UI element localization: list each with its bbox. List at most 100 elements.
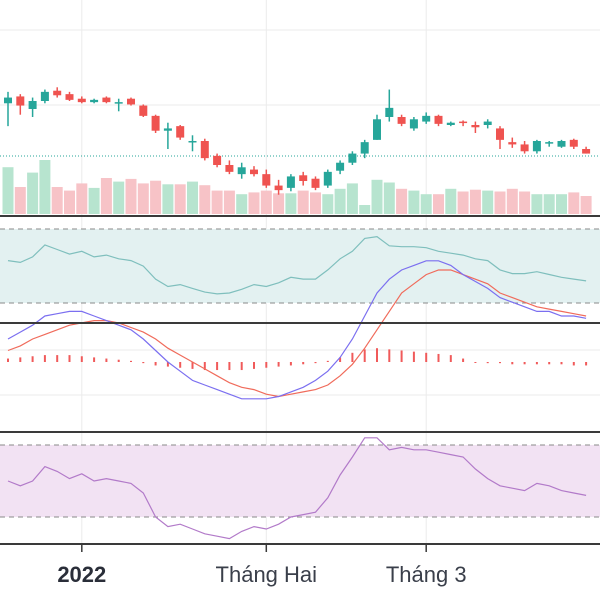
macd-signal-line	[7, 269, 587, 398]
stoch-band	[0, 445, 600, 517]
candle-body-25	[311, 178, 320, 188]
candle-body-33	[409, 119, 418, 129]
candle-body-15	[188, 141, 197, 143]
candle-body-26	[323, 171, 332, 186]
volume-bar-45	[556, 194, 567, 214]
candle-body-24	[299, 175, 308, 181]
volume-bar-34	[420, 194, 432, 214]
volume-bar-33	[408, 190, 420, 214]
candle-body-1	[16, 96, 25, 106]
volume-bar-37	[457, 191, 469, 214]
volume-bar-4	[51, 187, 63, 214]
volume-bar-12	[150, 180, 162, 214]
candle-body-31	[385, 107, 394, 117]
volume-bar-11	[137, 183, 149, 214]
volume-bar-13	[162, 184, 174, 214]
volume-bar-16	[199, 185, 211, 214]
volume-bar-38	[469, 189, 481, 214]
volume-bar-10	[125, 178, 137, 214]
volume-bar-27	[334, 188, 346, 214]
candle-body-5	[65, 94, 74, 100]
candle-body-13	[163, 128, 172, 131]
volume-bar-20	[248, 192, 260, 214]
rsi-pane	[0, 228, 600, 304]
volume-bar-47	[580, 196, 592, 214]
candle-body-42	[520, 144, 529, 152]
candle-body-3	[40, 91, 49, 101]
candle-body-34	[422, 115, 431, 122]
candle-body-37	[459, 121, 468, 124]
volume-bar-15	[187, 181, 198, 214]
candle-body-19	[237, 167, 246, 175]
candle-body-32	[397, 117, 406, 124]
volume-bar-0	[2, 167, 14, 214]
candle-body-28	[348, 153, 357, 163]
x-tick-label-2: Tháng 3	[386, 562, 467, 587]
volume-bar-24	[297, 190, 309, 214]
volume-bar-18	[223, 190, 235, 214]
volume-bar-21	[260, 190, 272, 214]
candle-body-27	[336, 162, 345, 171]
volume-bar-7	[88, 187, 100, 214]
stoch-pane	[0, 437, 600, 540]
volume-bar-6	[76, 183, 88, 214]
candle-body-29	[360, 142, 369, 154]
stoch-line	[7, 437, 587, 540]
volume-bar-19	[236, 194, 248, 214]
volume-bar-32	[396, 188, 408, 214]
x-tick-label-1: Tháng Hai	[216, 562, 318, 587]
candle-body-39	[483, 121, 492, 125]
price-pane	[0, 87, 600, 214]
volume-bar-29	[359, 205, 371, 214]
candle-body-21	[262, 174, 271, 186]
volume-bar-30	[371, 179, 383, 214]
candle-body-35	[434, 115, 443, 124]
pane-separators	[0, 215, 600, 545]
candle-body-12	[151, 115, 160, 131]
volume-bar-9	[113, 181, 125, 214]
candle-body-10	[127, 98, 135, 105]
volume-bar-5	[64, 190, 75, 214]
volume-bar-28	[346, 183, 358, 214]
volume-bar-40	[494, 191, 506, 214]
candle-body-9	[114, 102, 123, 104]
candle-body-2	[28, 101, 37, 109]
volume-bar-17	[211, 190, 223, 214]
macd-line	[7, 260, 587, 400]
volume-bar-22	[273, 193, 285, 214]
candle-body-11	[139, 105, 148, 116]
volume-bar-42	[519, 191, 531, 214]
candle-body-40	[496, 128, 504, 140]
macd-pane	[7, 260, 588, 400]
rsi-line	[7, 235, 587, 295]
candle-body-8	[102, 97, 111, 103]
volume-bar-36	[445, 188, 457, 214]
volume-bar-39	[482, 190, 494, 214]
candle-body-46	[569, 139, 578, 147]
candle-body-17	[213, 155, 222, 165]
volume-bar-31	[383, 182, 395, 214]
candle-body-44	[545, 142, 554, 144]
volume-bar-46	[568, 192, 580, 214]
candle-body-7	[90, 99, 99, 103]
volume-bar-1	[14, 187, 26, 214]
x-tick-label-0: 2022	[57, 562, 106, 587]
candle-body-36	[446, 122, 455, 125]
candle-body-16	[200, 141, 209, 159]
candle-body-47	[582, 149, 591, 154]
candle-body-6	[77, 98, 86, 103]
candle-body-0	[4, 97, 12, 104]
volume-bar-44	[543, 194, 555, 214]
volume-bar-26	[322, 194, 334, 214]
volume-bar-23	[285, 193, 297, 214]
rsi-band	[0, 229, 600, 303]
volume-bar-14	[174, 184, 186, 214]
candle-body-30	[373, 119, 381, 140]
candle-body-43	[532, 141, 541, 152]
candle-body-20	[250, 169, 258, 175]
volume-bar-41	[506, 188, 518, 214]
volume-bar-2	[27, 172, 39, 214]
volume-bar-43	[531, 194, 543, 214]
